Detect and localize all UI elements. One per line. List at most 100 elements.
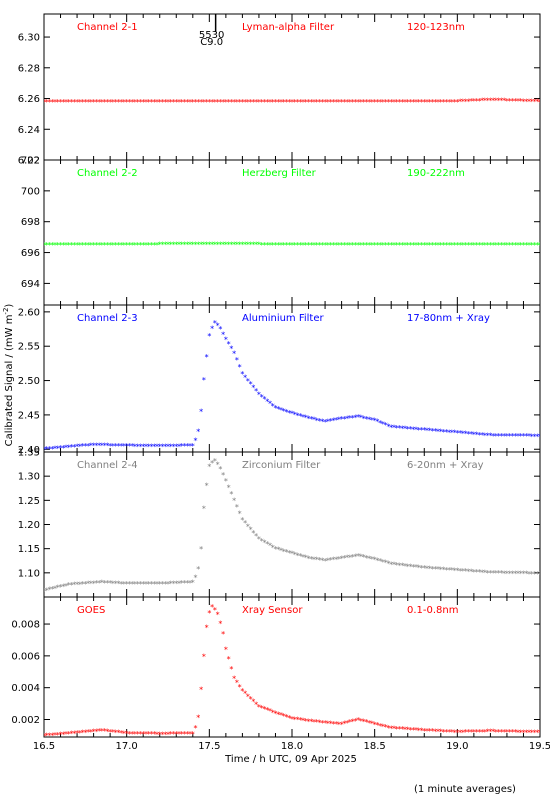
data-point: * [524, 570, 528, 579]
data-point: * [155, 443, 159, 452]
data-point: * [188, 442, 192, 451]
y-tick-label: 1.15 [18, 544, 40, 555]
data-point: * [386, 98, 390, 107]
data-point: * [177, 730, 181, 739]
data-point: * [342, 98, 346, 107]
data-point: * [312, 555, 316, 564]
data-point: * [378, 722, 382, 731]
data-point: * [122, 729, 126, 738]
data-point: * [420, 98, 424, 107]
data-point: * [359, 553, 363, 562]
data-point: * [116, 729, 120, 738]
data-point: * [122, 98, 126, 107]
data-point: * [453, 429, 457, 438]
data-point: * [221, 471, 225, 480]
data-point: * [367, 241, 371, 250]
data-point: * [116, 98, 120, 107]
data-point: * [114, 98, 118, 107]
data-point: * [455, 567, 459, 576]
y-tick-label: 1.30 [18, 472, 40, 483]
data-point: * [400, 424, 404, 433]
data-point: * [48, 586, 52, 595]
data-point: * [133, 241, 137, 250]
data-point: * [251, 698, 255, 707]
data-point: * [486, 728, 490, 737]
data-point: * [183, 98, 187, 107]
data-point: * [466, 97, 470, 106]
data-point: * [497, 241, 501, 250]
data-point: * [249, 241, 253, 250]
data-point: * [282, 241, 286, 250]
data-point: * [298, 412, 302, 421]
data-point: * [188, 579, 192, 588]
data-point: * [320, 241, 324, 250]
data-point: * [375, 418, 379, 427]
data-point: * [260, 241, 264, 250]
data-point: * [384, 559, 388, 568]
data-point: * [329, 417, 333, 426]
data-point: * [422, 426, 426, 435]
data-point: * [450, 728, 454, 737]
data-point: * [411, 563, 415, 572]
data-point: * [348, 98, 352, 107]
data-point: * [353, 553, 357, 562]
data-point: * [287, 714, 291, 723]
data-point: * [395, 241, 399, 250]
data-point: * [535, 98, 539, 107]
data-point: * [172, 442, 176, 451]
data-point: * [127, 730, 131, 739]
data-point: * [411, 241, 415, 250]
data-point: * [155, 730, 159, 739]
data-point: * [45, 445, 49, 454]
data-point: * [138, 442, 142, 451]
data-point: * [125, 442, 129, 451]
data-point: * [469, 568, 473, 577]
data-point: * [216, 98, 220, 107]
data-point: * [224, 477, 228, 486]
data-point: * [411, 726, 415, 735]
data-point: * [194, 240, 198, 249]
data-point: * [417, 426, 421, 435]
data-point: * [284, 98, 288, 107]
data-point: * [155, 98, 159, 107]
data-point: * [45, 732, 49, 741]
data-point: * [205, 353, 209, 362]
data-point: * [397, 241, 401, 250]
data-point: * [105, 727, 109, 736]
data-point: * [83, 241, 87, 250]
data-point: * [127, 241, 131, 250]
data-point: * [417, 564, 421, 573]
data-point: * [262, 98, 266, 107]
data-point: * [431, 427, 435, 436]
data-point: * [516, 241, 520, 250]
data-point: * [386, 560, 390, 569]
data-point: * [486, 241, 490, 250]
data-point: * [147, 580, 151, 589]
data-point: * [238, 363, 242, 372]
data-point: * [532, 98, 536, 107]
data-point: * [174, 579, 178, 588]
series-3: ****************************************… [44, 319, 540, 454]
data-point: * [127, 580, 131, 589]
data-point: * [249, 526, 253, 535]
data-point: * [444, 428, 448, 437]
data-point: * [174, 241, 178, 250]
data-point: * [45, 98, 49, 107]
data-point: * [389, 241, 393, 250]
data-point: * [431, 727, 435, 736]
data-point: * [196, 98, 200, 107]
data-point: * [188, 98, 192, 107]
data-point: * [521, 432, 525, 441]
data-point: * [464, 430, 468, 439]
data-point: * [480, 241, 484, 250]
data-point: * [72, 98, 76, 107]
data-point: * [188, 240, 192, 249]
data-point: * [428, 727, 432, 736]
data-point: * [367, 554, 371, 563]
data-point: * [362, 718, 366, 727]
data-point: * [442, 428, 446, 437]
data-point: * [519, 241, 523, 250]
data-point: * [296, 551, 300, 560]
data-point: * [136, 580, 140, 589]
data-point: * [163, 443, 167, 452]
